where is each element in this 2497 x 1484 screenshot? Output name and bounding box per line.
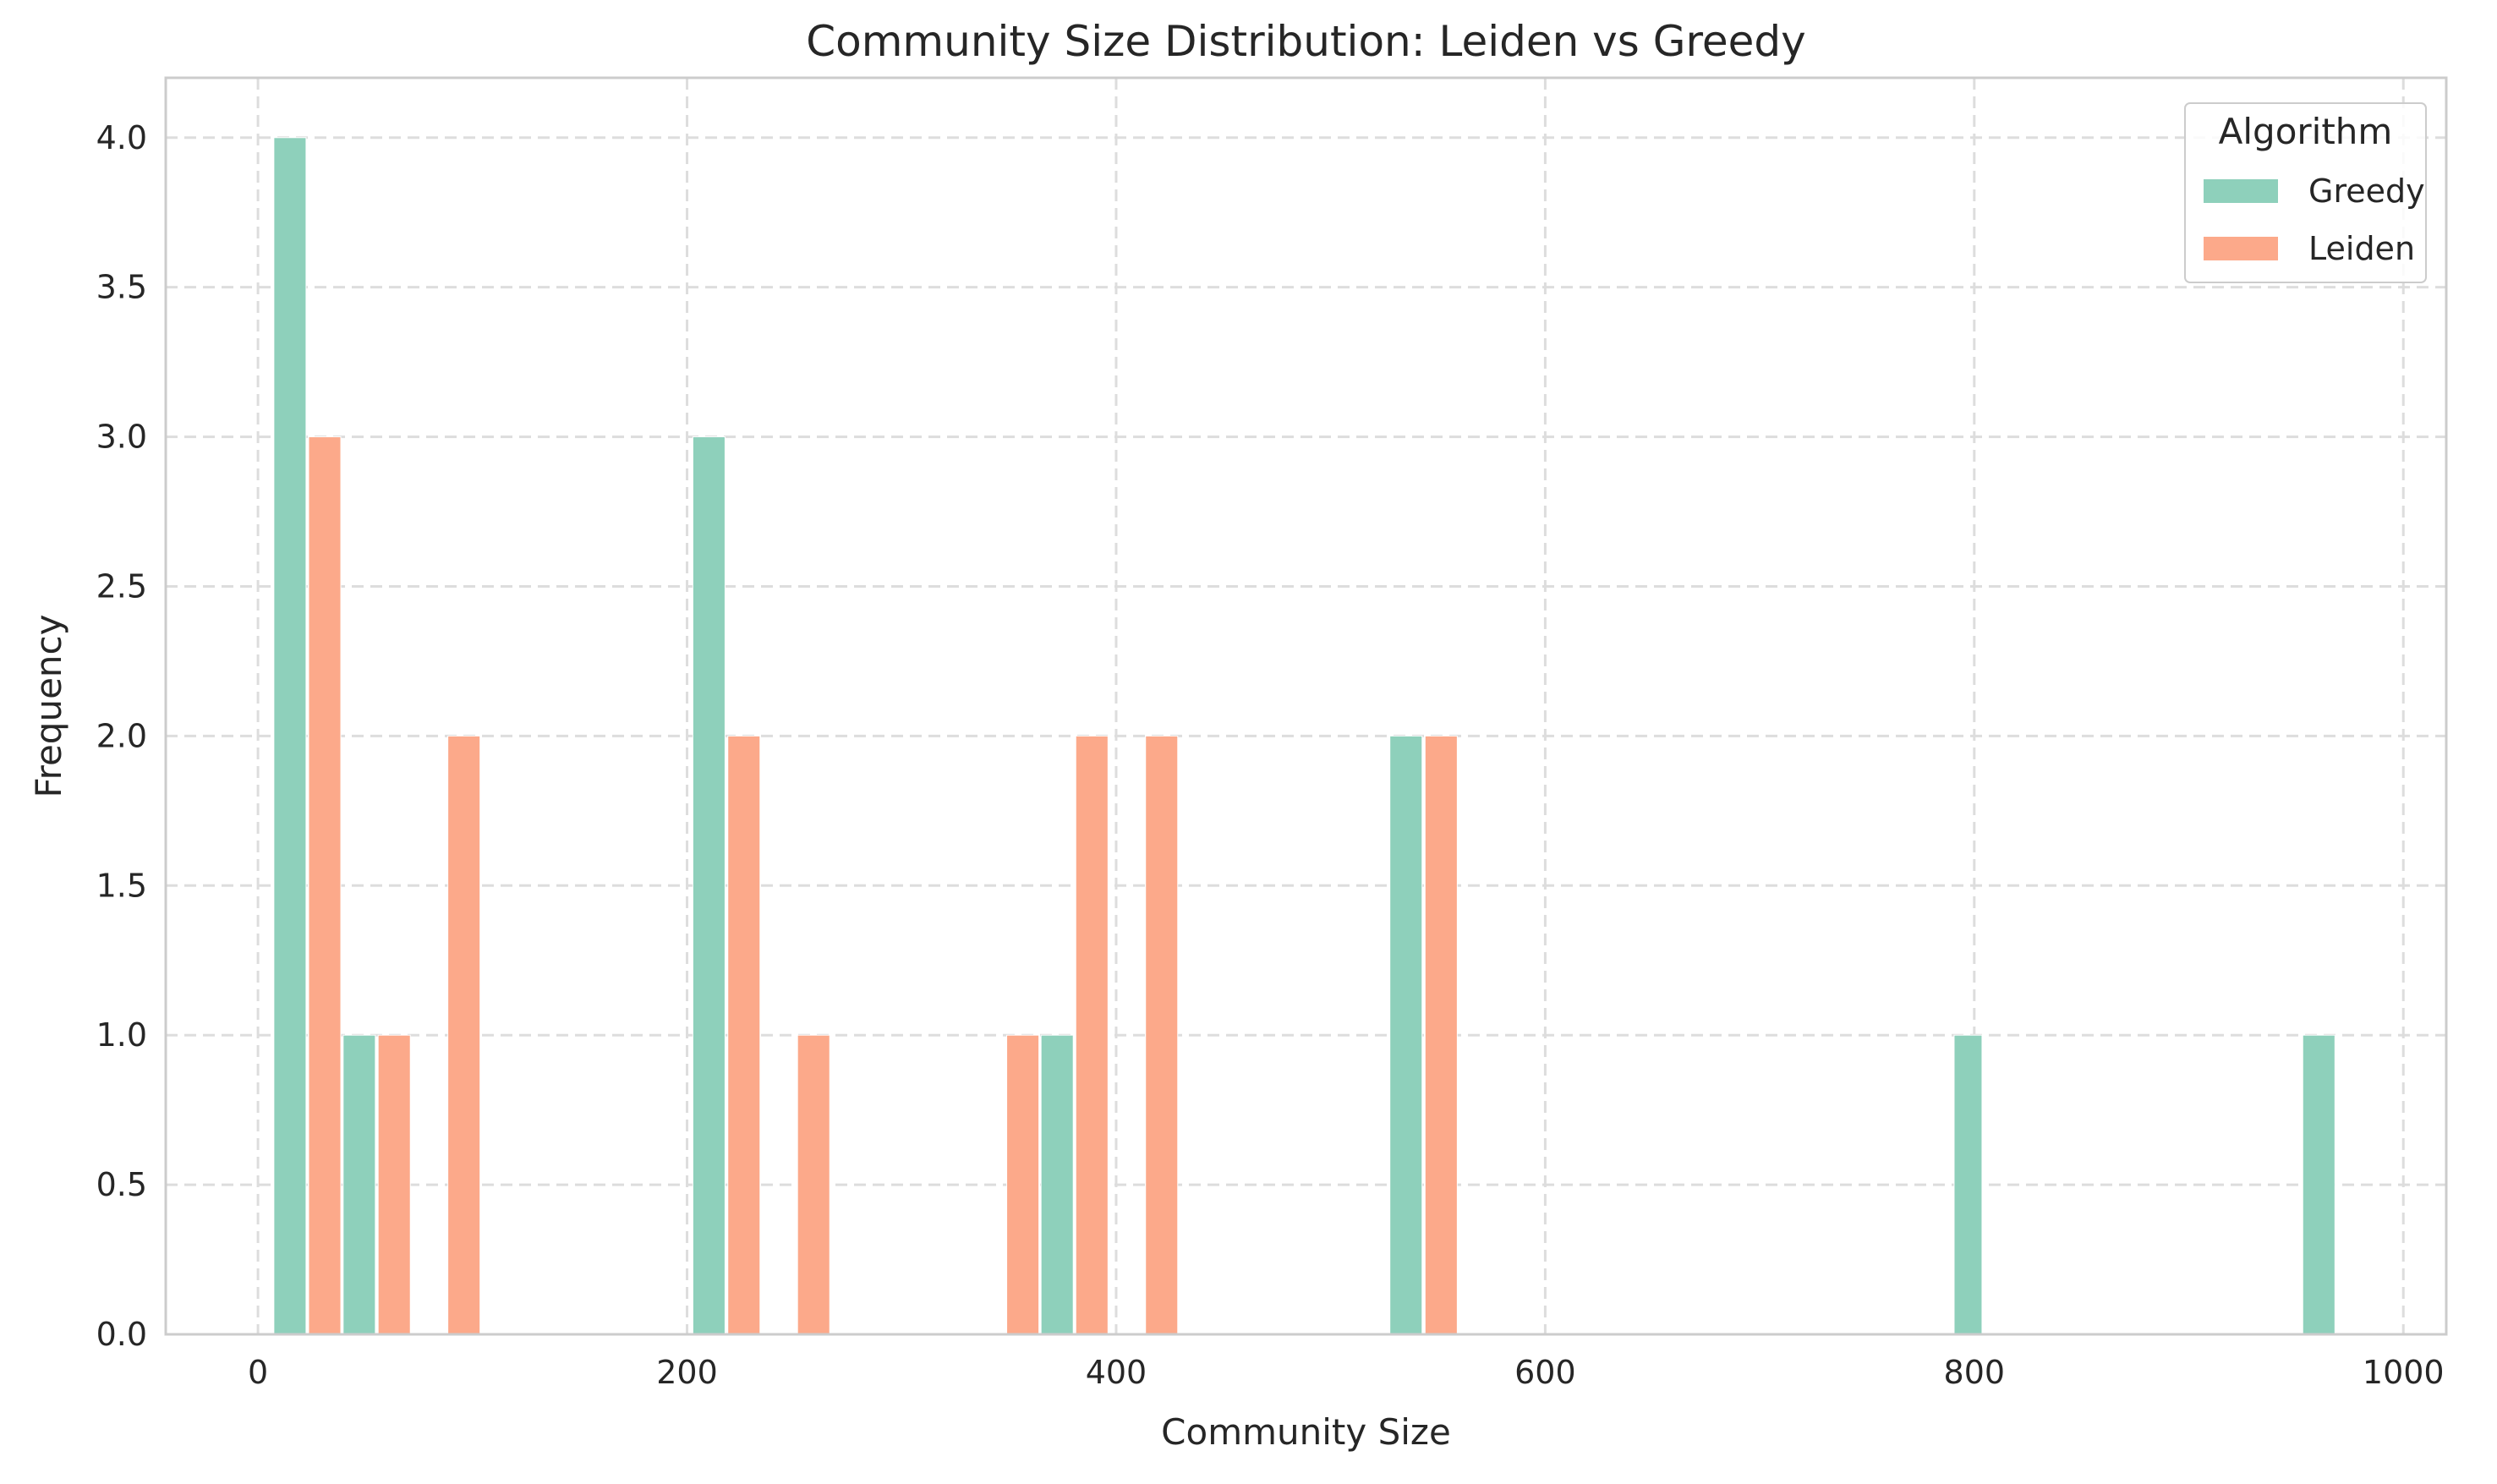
y-tick-label: 0.5 bbox=[96, 1166, 147, 1203]
y-axis: 0.0 0.5 1.0 1.5 2.0 2.5 3.0 3.5 4.0 bbox=[96, 119, 147, 1353]
x-tick-label: 600 bbox=[1514, 1354, 1576, 1391]
bars bbox=[273, 137, 2335, 1335]
x-tick-label: 200 bbox=[656, 1354, 718, 1391]
legend: Algorithm Greedy Leiden bbox=[2184, 102, 2427, 283]
x-tick-label: 400 bbox=[1086, 1354, 1147, 1391]
leiden-bar bbox=[727, 735, 761, 1335]
chart-title: Community Size Distribution: Leiden vs G… bbox=[806, 17, 1806, 66]
greedy-bar bbox=[1953, 1034, 1983, 1335]
grid-lines bbox=[166, 78, 2446, 1336]
greedy-bar bbox=[692, 436, 726, 1335]
y-tick-label: 2.5 bbox=[96, 567, 147, 605]
y-tick-label: 0.0 bbox=[96, 1316, 147, 1353]
leiden-bar bbox=[377, 1034, 411, 1335]
y-tick-label: 1.0 bbox=[96, 1016, 147, 1054]
greedy-bar bbox=[2302, 1034, 2335, 1335]
x-axis-label: Community Size bbox=[1161, 1411, 1451, 1453]
greedy-bar bbox=[273, 137, 307, 1335]
leiden-bar bbox=[797, 1034, 830, 1335]
y-tick-label: 4.0 bbox=[96, 119, 147, 156]
greedy-bar bbox=[1040, 1034, 1074, 1335]
leiden-bar bbox=[1006, 1034, 1040, 1335]
leiden-bar bbox=[1075, 735, 1109, 1335]
y-tick-label: 1.5 bbox=[96, 867, 147, 904]
leiden-bar bbox=[1424, 735, 1458, 1335]
leiden-bar bbox=[308, 436, 342, 1335]
y-axis-label: Frequency bbox=[28, 615, 69, 798]
greedy-bar bbox=[1389, 735, 1423, 1335]
leiden-legend-swatch bbox=[2204, 237, 2278, 260]
x-tick-label: 800 bbox=[1944, 1354, 2006, 1391]
leiden-legend-label: Leiden bbox=[2308, 230, 2415, 267]
plot-frame bbox=[164, 76, 2448, 1336]
y-tick-label: 2.0 bbox=[96, 717, 147, 754]
greedy-legend-label: Greedy bbox=[2308, 172, 2425, 210]
y-tick-label: 3.0 bbox=[96, 419, 147, 456]
y-tick-label: 3.5 bbox=[96, 269, 147, 306]
greedy-legend-swatch bbox=[2204, 179, 2278, 203]
x-tick-label: 0 bbox=[248, 1354, 268, 1391]
leiden-bar bbox=[447, 735, 481, 1335]
x-tick-label: 1000 bbox=[2363, 1354, 2445, 1391]
legend-title: Algorithm bbox=[2219, 111, 2393, 152]
x-axis: 0 200 400 600 800 1000 bbox=[248, 1354, 2445, 1391]
leiden-bar bbox=[1145, 735, 1179, 1335]
greedy-bar bbox=[342, 1034, 376, 1335]
legend-items: Greedy Leiden bbox=[2204, 172, 2425, 267]
